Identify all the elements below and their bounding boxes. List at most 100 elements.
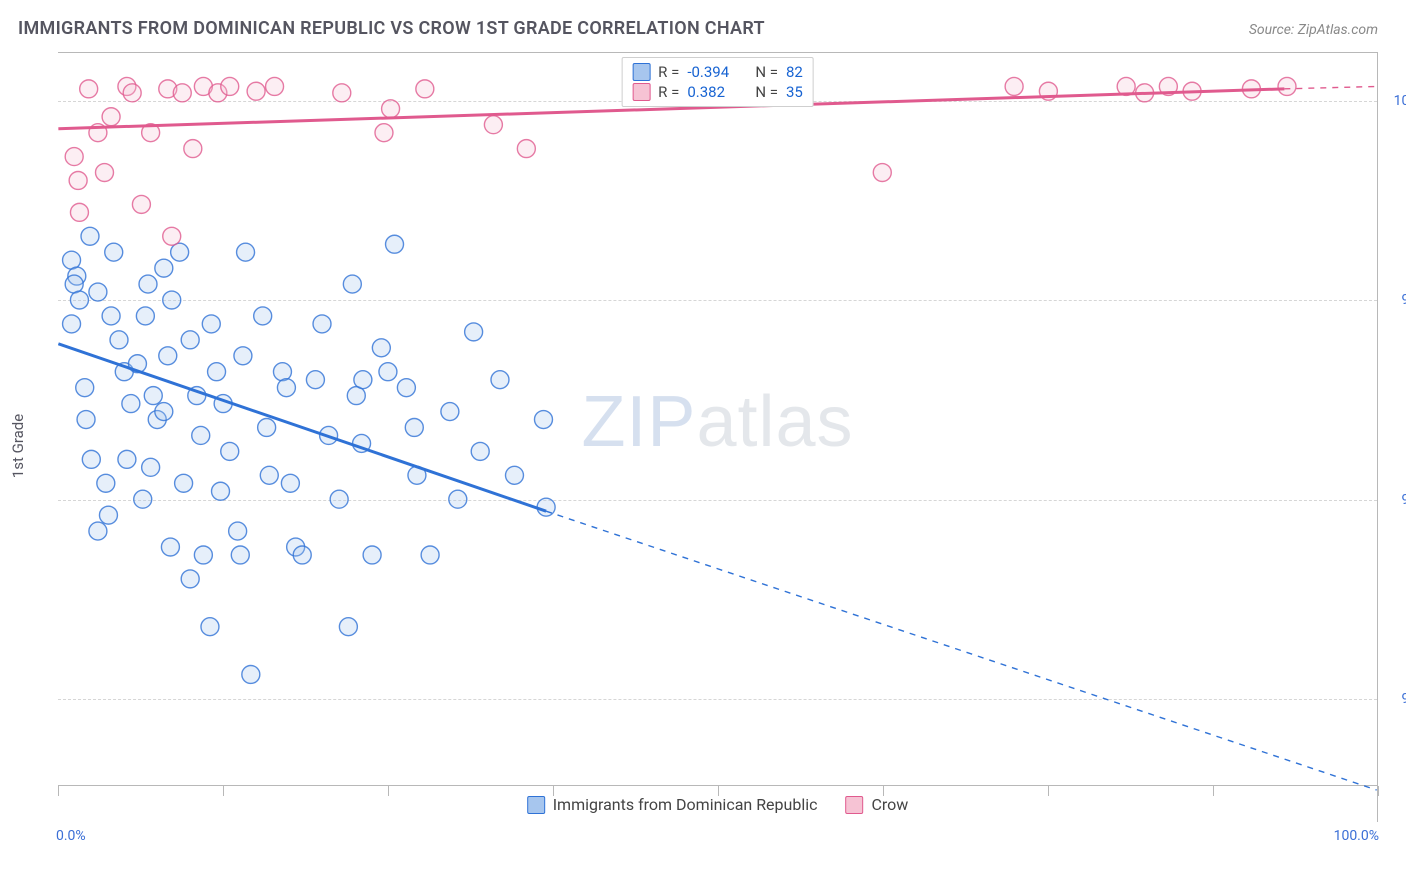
data-point — [163, 291, 181, 309]
x-tick — [1378, 786, 1379, 796]
data-point — [102, 108, 120, 126]
data-point — [339, 618, 357, 636]
n-value: 82 — [786, 63, 803, 81]
data-point — [416, 80, 434, 98]
data-point — [70, 203, 88, 221]
r-label: R = — [658, 83, 679, 101]
chart-area: ZIPatlas 0.0% 100.0% R = -0.394 N = 82 R… — [58, 52, 1378, 822]
data-point — [258, 419, 276, 437]
data-point — [277, 379, 295, 397]
data-point — [537, 498, 555, 516]
data-point — [221, 77, 239, 95]
data-point — [63, 315, 81, 333]
data-point — [281, 474, 299, 492]
data-point — [139, 275, 157, 293]
data-point — [181, 331, 199, 349]
y-axis-label: 1st Grade — [9, 414, 27, 478]
data-point — [81, 227, 99, 245]
data-point — [354, 371, 372, 389]
y-tick-label: 100.0% — [1383, 93, 1406, 109]
data-point — [212, 482, 230, 500]
data-point — [330, 490, 348, 508]
data-point — [70, 291, 88, 309]
data-point — [386, 235, 404, 253]
data-point — [534, 411, 552, 429]
data-point — [343, 275, 361, 293]
legend-stats-row-1: R = -0.394 N = 82 — [632, 62, 803, 82]
data-point — [1005, 77, 1023, 95]
legend-swatch-blue — [632, 63, 650, 81]
data-point — [505, 466, 523, 484]
n-label: N = — [755, 63, 778, 81]
data-point — [379, 363, 397, 381]
data-point — [89, 283, 107, 301]
data-point — [254, 307, 272, 325]
chart-title: IMMIGRANTS FROM DOMINICAN REPUBLIC VS CR… — [18, 18, 765, 39]
data-point — [375, 124, 393, 142]
y-tick-label: 97.5% — [1383, 292, 1406, 308]
data-point — [208, 363, 226, 381]
data-point — [1278, 77, 1296, 95]
trend-line-solid — [58, 344, 546, 511]
data-point — [471, 442, 489, 460]
data-point — [65, 275, 83, 293]
data-point — [144, 387, 162, 405]
data-point — [173, 84, 191, 102]
data-point — [382, 100, 400, 118]
data-point — [155, 259, 173, 277]
y-tick-label: 92.5% — [1383, 691, 1406, 707]
data-point — [82, 450, 100, 468]
data-point — [136, 307, 154, 325]
data-point — [96, 164, 114, 182]
data-point — [221, 442, 239, 460]
data-point — [491, 371, 509, 389]
data-point — [517, 140, 535, 158]
data-point — [333, 84, 351, 102]
data-point — [89, 522, 107, 540]
data-point — [372, 339, 390, 357]
data-point — [363, 546, 381, 564]
data-point — [161, 538, 179, 556]
data-point — [306, 371, 324, 389]
x-tick-max: 100.0% — [1334, 828, 1379, 844]
plot-svg — [58, 53, 1377, 822]
source-value: ZipAtlas.com — [1298, 22, 1378, 38]
data-point — [163, 227, 181, 245]
data-point — [99, 506, 117, 524]
data-point — [229, 522, 247, 540]
data-point — [397, 379, 415, 397]
data-point — [184, 140, 202, 158]
data-point — [171, 243, 189, 261]
data-point — [313, 315, 331, 333]
data-point — [134, 490, 152, 508]
data-point — [237, 243, 255, 261]
r-value: 0.382 — [687, 83, 741, 101]
data-point — [102, 307, 120, 325]
legend-stats: R = -0.394 N = 82 R = 0.382 N = 35 — [621, 57, 814, 107]
source-credit: Source: ZipAtlas.com — [1249, 22, 1378, 38]
data-point — [273, 363, 291, 381]
data-point — [181, 570, 199, 588]
data-point — [118, 450, 136, 468]
data-point — [266, 77, 284, 95]
data-point — [873, 164, 891, 182]
data-point — [63, 251, 81, 269]
y-tick-label: 95.0% — [1383, 492, 1406, 508]
data-point — [242, 666, 260, 684]
data-point — [405, 419, 423, 437]
data-point — [76, 379, 94, 397]
n-value: 35 — [786, 83, 803, 101]
data-point — [110, 331, 128, 349]
data-point — [159, 347, 177, 365]
data-point — [175, 474, 193, 492]
r-value: -0.394 — [687, 63, 741, 81]
data-point — [293, 546, 311, 564]
legend-swatch-pink — [632, 83, 650, 101]
data-point — [97, 474, 115, 492]
r-label: R = — [658, 63, 679, 81]
data-point — [77, 411, 95, 429]
data-point — [132, 195, 150, 213]
data-point — [80, 80, 98, 98]
source-label: Source: — [1249, 22, 1294, 38]
data-point — [449, 490, 467, 508]
